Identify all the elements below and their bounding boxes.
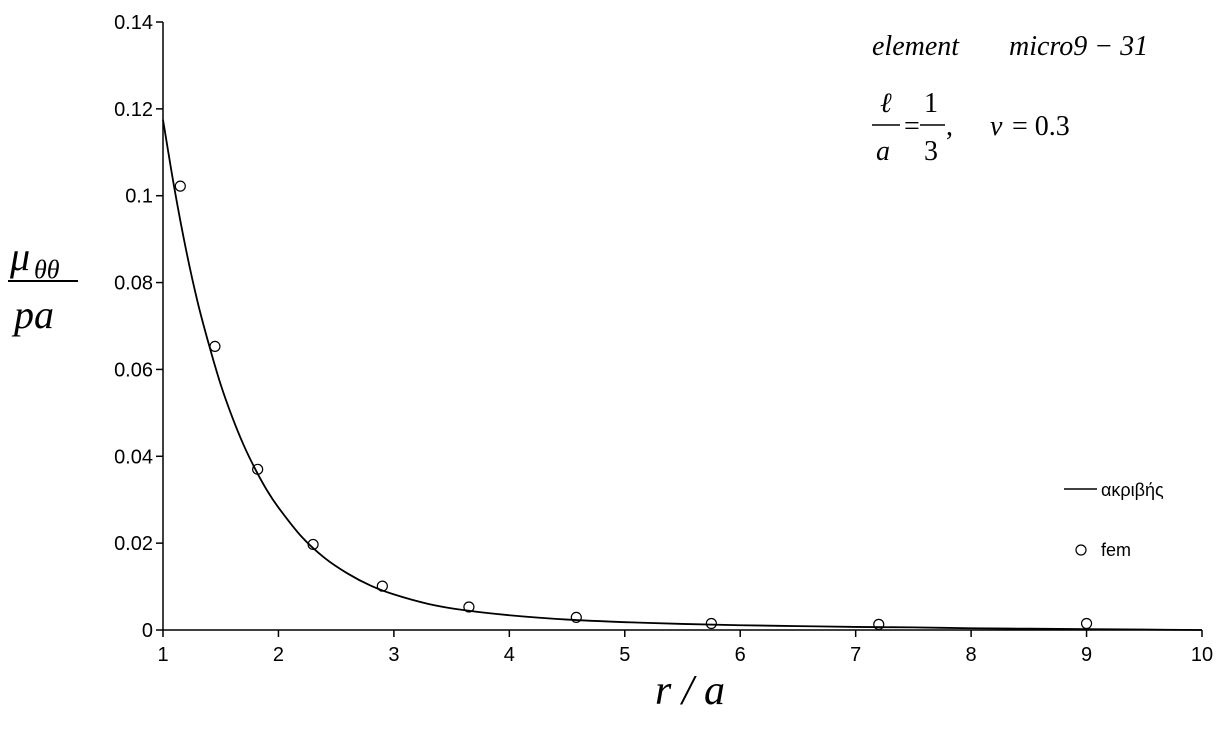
annotation-ell: ℓ [880, 88, 892, 119]
x-tick-label: 3 [388, 644, 399, 666]
x-tick-label: 9 [1081, 644, 1092, 666]
fem-point [873, 618, 885, 630]
annotation-comma: , [946, 111, 953, 142]
x-tick-label: 6 [735, 644, 746, 666]
y-tick-label: 0.06 [114, 359, 153, 381]
annotation-nu-value: = 0.3 [1012, 111, 1070, 142]
fem-point [376, 580, 388, 592]
x-tick-label: 10 [1191, 644, 1213, 666]
x-tick-label: 8 [966, 644, 977, 666]
legend-label-exact: ακριβής [1101, 480, 1164, 500]
legend-label-fem: fem [1101, 540, 1131, 560]
annotation-one: 1 [924, 88, 938, 119]
x-axis-label: r / a [655, 668, 725, 714]
fem-point [174, 180, 186, 192]
x-tick-label: 7 [850, 644, 861, 666]
fem-point [570, 611, 582, 624]
annotation-nu: ν [990, 111, 1003, 142]
x-tick-label: 2 [273, 644, 284, 666]
y-tick-label: 0.14 [114, 12, 153, 34]
x-ticks: 1 2 3 4 5 6 7 8 9 10 [157, 630, 1213, 666]
fem-point [463, 601, 475, 613]
x-tick-label: 1 [157, 644, 168, 666]
fem-point [307, 538, 319, 551]
series-line-exact [162, 119, 1203, 631]
legend: ακριβής fem [1064, 480, 1164, 560]
fem-point [252, 463, 264, 475]
annotation-element-word: element [872, 31, 960, 62]
x-tick-label: 4 [504, 644, 515, 666]
y-axis-label: μ θθ pa [8, 234, 78, 337]
y-tick-label: 0.08 [114, 273, 153, 295]
annotation-three: 3 [924, 136, 938, 167]
legend-marker-swatch [1075, 544, 1087, 556]
fem-point [705, 617, 717, 630]
annotation-box: element micro9 − 31 ℓ a = 1 3 , ν = 0.3 [872, 31, 1148, 167]
y-tick-label: 0.12 [114, 99, 153, 121]
y-tick-label: 0.1 [125, 186, 153, 208]
fem-point [209, 340, 221, 353]
annotation-equals: = [904, 111, 920, 142]
x-tick-label: 5 [619, 644, 630, 666]
y-tick-label: 0 [142, 620, 153, 642]
plot-series [162, 119, 1203, 631]
annotation-a: a [876, 136, 890, 167]
y-label-subscript: θθ [34, 255, 60, 284]
y-label-numerator: μ [9, 234, 30, 279]
y-tick-label: 0.02 [114, 533, 153, 555]
y-tick-label: 0.04 [114, 446, 153, 468]
y-label-denominator: pa [11, 292, 54, 337]
fem-point [1080, 617, 1093, 630]
y-ticks: 0 0.02 0.04 0.06 0.08 0.1 0.12 0.14 [114, 12, 163, 642]
annotation-element-name: micro9 − 31 [1009, 31, 1148, 62]
